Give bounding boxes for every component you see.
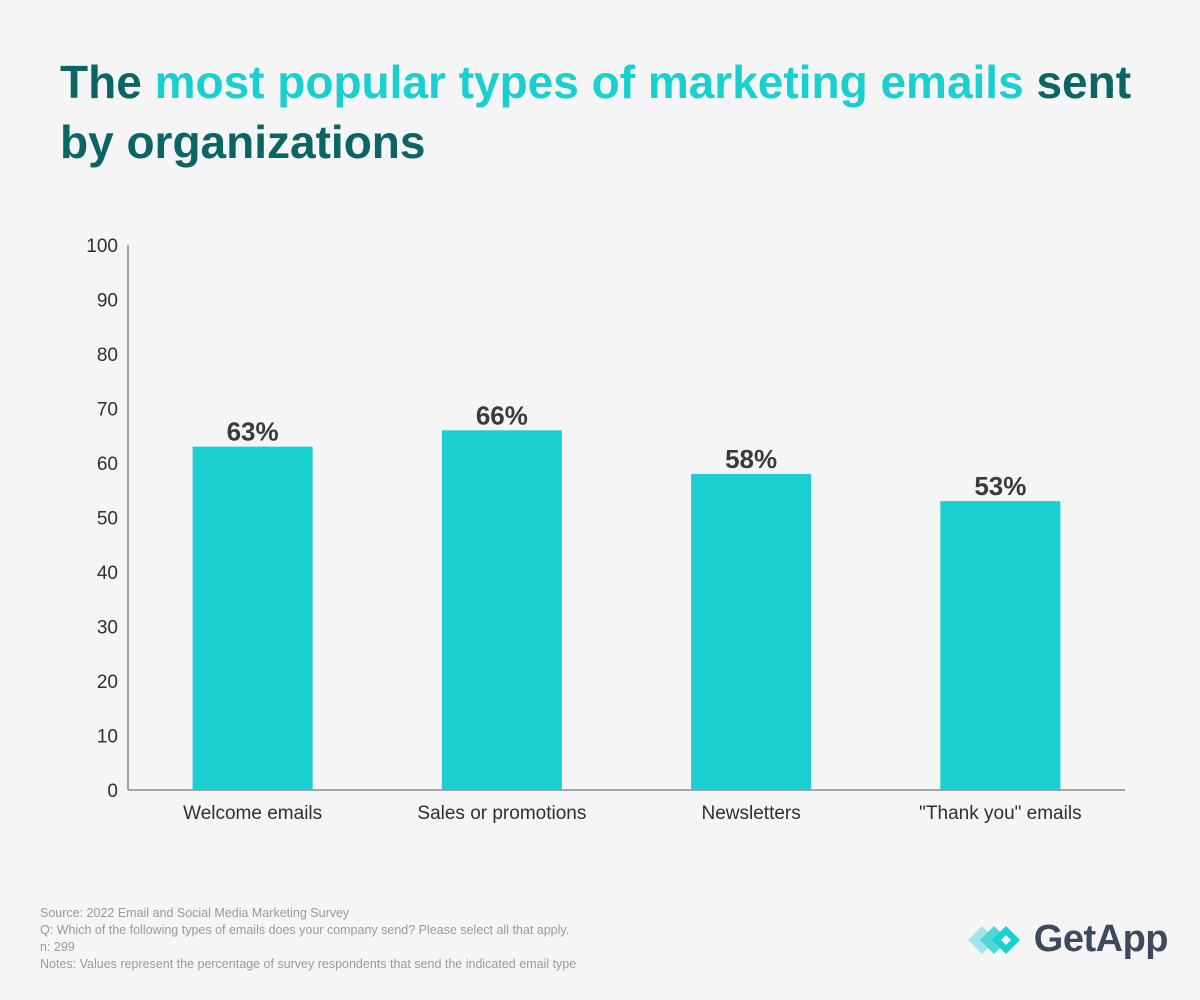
bar [192, 446, 313, 790]
bar-chart: 0 10 20 30 40 50 60 70 80 90 100 63% 66% 58% 53% Welc… [86, 236, 1125, 824]
y-tick-label: 60 [97, 454, 118, 475]
category-label: Sales or promotions [417, 803, 586, 824]
value-labels: 63% 66% 58% 53% [227, 400, 1027, 501]
footer-notes: Source: 2022 Email and Social Media Mark… [40, 905, 576, 973]
y-tick-label: 40 [97, 563, 118, 584]
bar [940, 501, 1061, 790]
getapp-logo-icon [967, 925, 1020, 954]
y-tick-label: 80 [97, 345, 118, 366]
category-labels: Welcome emails Sales or promotions Newslet… [183, 803, 1081, 824]
title-highlight: most popular types of marketing emails [154, 56, 1024, 108]
category-label: "Thank you" emails [919, 803, 1081, 824]
footer-notes-text: Notes: Values represent the percentage o… [40, 957, 577, 971]
logo-text: GetApp [1033, 918, 1169, 960]
chart-title: The most popular types of marketing emai… [60, 52, 1160, 172]
bar [691, 473, 812, 790]
bar [441, 430, 562, 790]
bar-value-label: 63% [227, 417, 279, 447]
bars-group [192, 430, 1061, 790]
y-tick-label: 70 [97, 400, 118, 421]
bar-value-label: 58% [725, 444, 777, 474]
footer-sample-size: n: 299 [40, 940, 75, 954]
getapp-logo: GetApp [966, 918, 1169, 961]
bar-value-label: 66% [476, 400, 528, 430]
category-label: Welcome emails [183, 803, 322, 824]
y-tick-label: 90 [97, 291, 118, 312]
y-tick-label: 0 [107, 781, 118, 802]
y-tick-label: 30 [97, 618, 118, 639]
footer-source: Source: 2022 Email and Social Media Mark… [40, 906, 350, 920]
y-tick-label: 10 [97, 727, 118, 748]
category-label: Newsletters [702, 803, 801, 824]
y-tick-label: 50 [97, 509, 118, 530]
y-axis-ticks: 0 10 20 30 40 50 60 70 80 90 100 [86, 236, 118, 802]
title-part-1: The [60, 56, 155, 108]
title-part-2: sent by organizations [60, 56, 1132, 168]
bar-value-label: 53% [974, 471, 1026, 501]
y-tick-label: 20 [97, 672, 118, 693]
y-tick-label: 100 [86, 236, 118, 257]
footer-question: Q: Which of the following types of email… [40, 923, 570, 937]
